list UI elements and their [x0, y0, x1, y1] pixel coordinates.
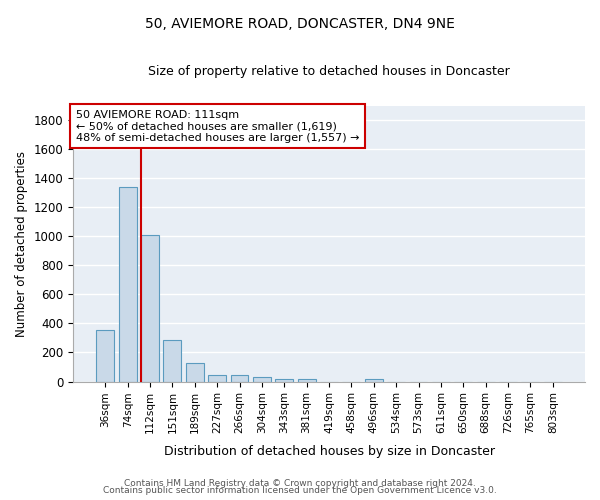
Bar: [208, 376, 226, 382]
Bar: [253, 377, 271, 382]
X-axis label: Distribution of detached houses by size in Doncaster: Distribution of detached houses by size …: [164, 444, 494, 458]
Bar: [275, 379, 293, 382]
Text: Contains public sector information licensed under the Open Government Licence v3: Contains public sector information licen…: [103, 486, 497, 495]
Bar: [119, 187, 137, 382]
Bar: [96, 330, 114, 382]
Bar: [365, 379, 383, 382]
Y-axis label: Number of detached properties: Number of detached properties: [15, 150, 28, 336]
Bar: [298, 379, 316, 382]
Bar: [163, 340, 181, 382]
Text: 50 AVIEMORE ROAD: 111sqm
← 50% of detached houses are smaller (1,619)
48% of sem: 50 AVIEMORE ROAD: 111sqm ← 50% of detach…: [76, 110, 359, 143]
Title: Size of property relative to detached houses in Doncaster: Size of property relative to detached ho…: [148, 65, 510, 78]
Text: 50, AVIEMORE ROAD, DONCASTER, DN4 9NE: 50, AVIEMORE ROAD, DONCASTER, DN4 9NE: [145, 18, 455, 32]
Bar: [141, 235, 159, 382]
Text: Contains HM Land Registry data © Crown copyright and database right 2024.: Contains HM Land Registry data © Crown c…: [124, 478, 476, 488]
Bar: [230, 376, 248, 382]
Bar: [186, 362, 204, 382]
